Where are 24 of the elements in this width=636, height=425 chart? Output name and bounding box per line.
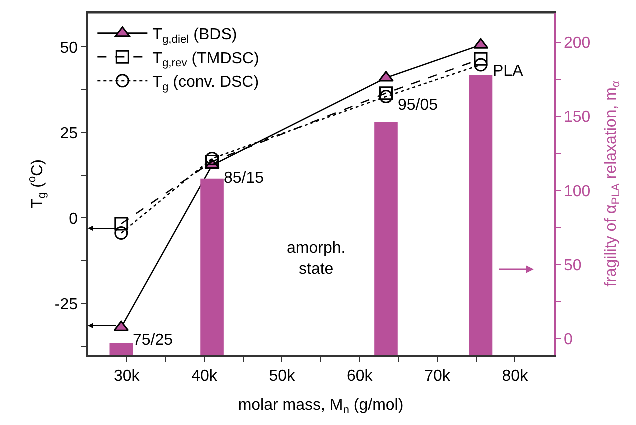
y2-tick-label: 0 (564, 331, 573, 348)
y2-tick-label: 200 (564, 35, 591, 52)
x-tick-label: 70k (424, 368, 452, 385)
legend-label: T$_{g,rev}$ (TMDSC) (152, 50, 260, 70)
y2-tick-label: 100 (564, 183, 591, 200)
annotation: PLA (493, 63, 524, 80)
x-tick-label: 50k (269, 368, 296, 385)
x-tick-label: 80k (502, 368, 530, 385)
y2-tick-label: 50 (564, 257, 582, 274)
legend-label: T$_{g}$ (conv. DSC) (152, 74, 260, 94)
x-tick-label: 30k (114, 368, 141, 385)
y-tick-label: 25 (60, 125, 78, 142)
y-tick-label: 0 (69, 210, 78, 228)
y2-tick-label: 150 (564, 109, 591, 126)
annotation: 95/05 (398, 97, 438, 114)
x-axis-title: molar mass, M$_{n}$ (g/mol) (238, 397, 404, 417)
annotation: amorph. state (287, 240, 346, 278)
annotation: 85/15 (224, 170, 264, 187)
legend-label: T$_{g,diel}$ (BDS) (152, 26, 238, 46)
x-tick-label: 40k (192, 368, 218, 385)
annotation: 75/25 (133, 332, 174, 349)
y-tick-label: -25 (54, 296, 78, 314)
x-tick-label: 60k (346, 368, 374, 385)
y-tick-label: 50 (60, 40, 78, 57)
